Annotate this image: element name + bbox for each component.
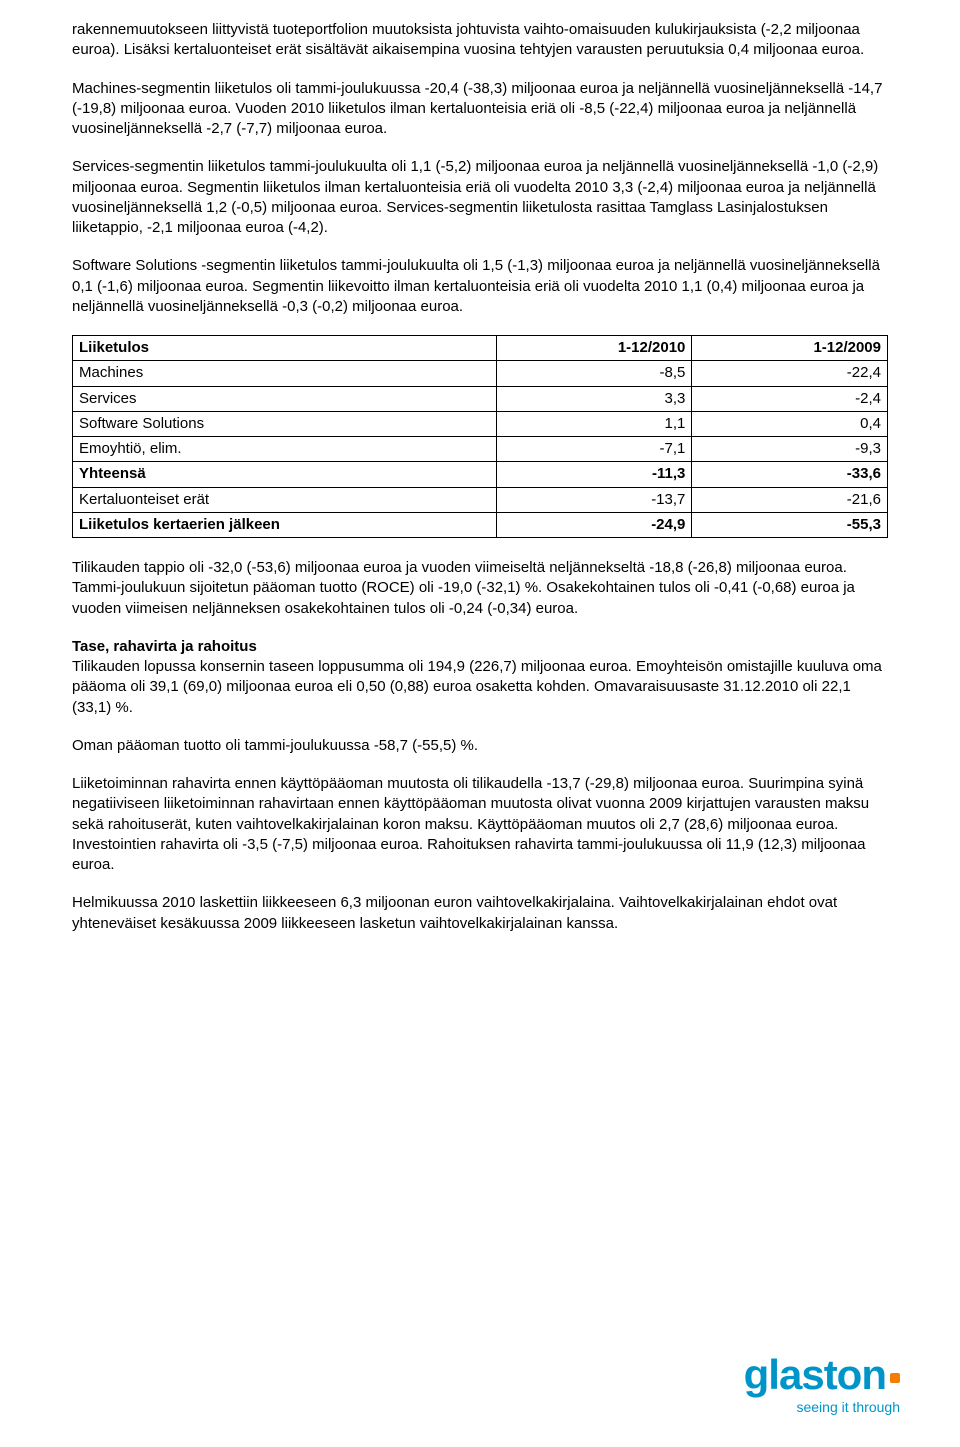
brand-name: glaston bbox=[744, 1351, 886, 1398]
table-cell-c1: -24,9 bbox=[496, 512, 692, 537]
paragraph-4: Software Solutions -segmentin liiketulos… bbox=[72, 256, 888, 317]
table-cell-label: Liiketulos kertaerien jälkeen bbox=[73, 512, 497, 537]
paragraph-6: Tilikauden lopussa konsernin taseen lopp… bbox=[72, 658, 882, 716]
table-cell-label: Software Solutions bbox=[73, 411, 497, 436]
table-header-row: Liiketulos1-12/20101-12/2009 bbox=[73, 336, 888, 361]
liiketulos-table: Liiketulos1-12/20101-12/2009Machines-8,5… bbox=[72, 335, 888, 538]
table-cell-c2: -21,6 bbox=[692, 487, 888, 512]
heading-tase: Tase, rahavirta ja rahoitus bbox=[72, 638, 257, 655]
table-cell-c2: -2,4 bbox=[692, 386, 888, 411]
table-header-label: Liiketulos bbox=[73, 336, 497, 361]
table-row: Kertaluonteiset erät-13,7-21,6 bbox=[73, 487, 888, 512]
table-cell-label: Yhteensä bbox=[73, 462, 497, 487]
table-cell-c2: -22,4 bbox=[692, 361, 888, 386]
table-cell-label: Services bbox=[73, 386, 497, 411]
paragraph-3: Services-segmentin liiketulos tammi-joul… bbox=[72, 157, 888, 238]
table-cell-label: Kertaluonteiset erät bbox=[73, 487, 497, 512]
brand-footer: glaston seeing it through bbox=[744, 1354, 900, 1417]
brand-dot-icon bbox=[890, 1373, 900, 1383]
table-row: Software Solutions1,10,4 bbox=[73, 411, 888, 436]
table-row: Services3,3-2,4 bbox=[73, 386, 888, 411]
brand-tagline: seeing it through bbox=[744, 1398, 900, 1417]
table-header-col1: 1-12/2010 bbox=[496, 336, 692, 361]
table-row: Machines-8,5-22,4 bbox=[73, 361, 888, 386]
table-row: Yhteensä-11,3-33,6 bbox=[73, 462, 888, 487]
table-cell-c1: 3,3 bbox=[496, 386, 692, 411]
table-cell-label: Emoyhtiö, elim. bbox=[73, 437, 497, 462]
table-cell-c1: -7,1 bbox=[496, 437, 692, 462]
table-cell-c1: 1,1 bbox=[496, 411, 692, 436]
paragraph-2: Machines-segmentin liiketulos oli tammi-… bbox=[72, 79, 888, 140]
section-tase: Tase, rahavirta ja rahoitus Tilikauden l… bbox=[72, 637, 888, 718]
paragraph-9: Helmikuussa 2010 laskettiin liikkeeseen … bbox=[72, 893, 888, 934]
brand-logo: glaston bbox=[744, 1354, 900, 1396]
table-cell-c2: 0,4 bbox=[692, 411, 888, 436]
paragraph-7: Oman pääoman tuotto oli tammi-joulukuuss… bbox=[72, 736, 888, 756]
paragraph-1: rakennemuutokseen liittyvistä tuoteportf… bbox=[72, 20, 888, 61]
table-cell-c1: -13,7 bbox=[496, 487, 692, 512]
table-cell-c1: -11,3 bbox=[496, 462, 692, 487]
table-cell-label: Machines bbox=[73, 361, 497, 386]
table-cell-c1: -8,5 bbox=[496, 361, 692, 386]
paragraph-8: Liiketoiminnan rahavirta ennen käyttöpää… bbox=[72, 774, 888, 875]
table-cell-c2: -55,3 bbox=[692, 512, 888, 537]
table-row: Liiketulos kertaerien jälkeen-24,9-55,3 bbox=[73, 512, 888, 537]
table-cell-c2: -33,6 bbox=[692, 462, 888, 487]
table-header-col2: 1-12/2009 bbox=[692, 336, 888, 361]
paragraph-5: Tilikauden tappio oli -32,0 (-53,6) milj… bbox=[72, 558, 888, 619]
table-cell-c2: -9,3 bbox=[692, 437, 888, 462]
table-row: Emoyhtiö, elim.-7,1-9,3 bbox=[73, 437, 888, 462]
